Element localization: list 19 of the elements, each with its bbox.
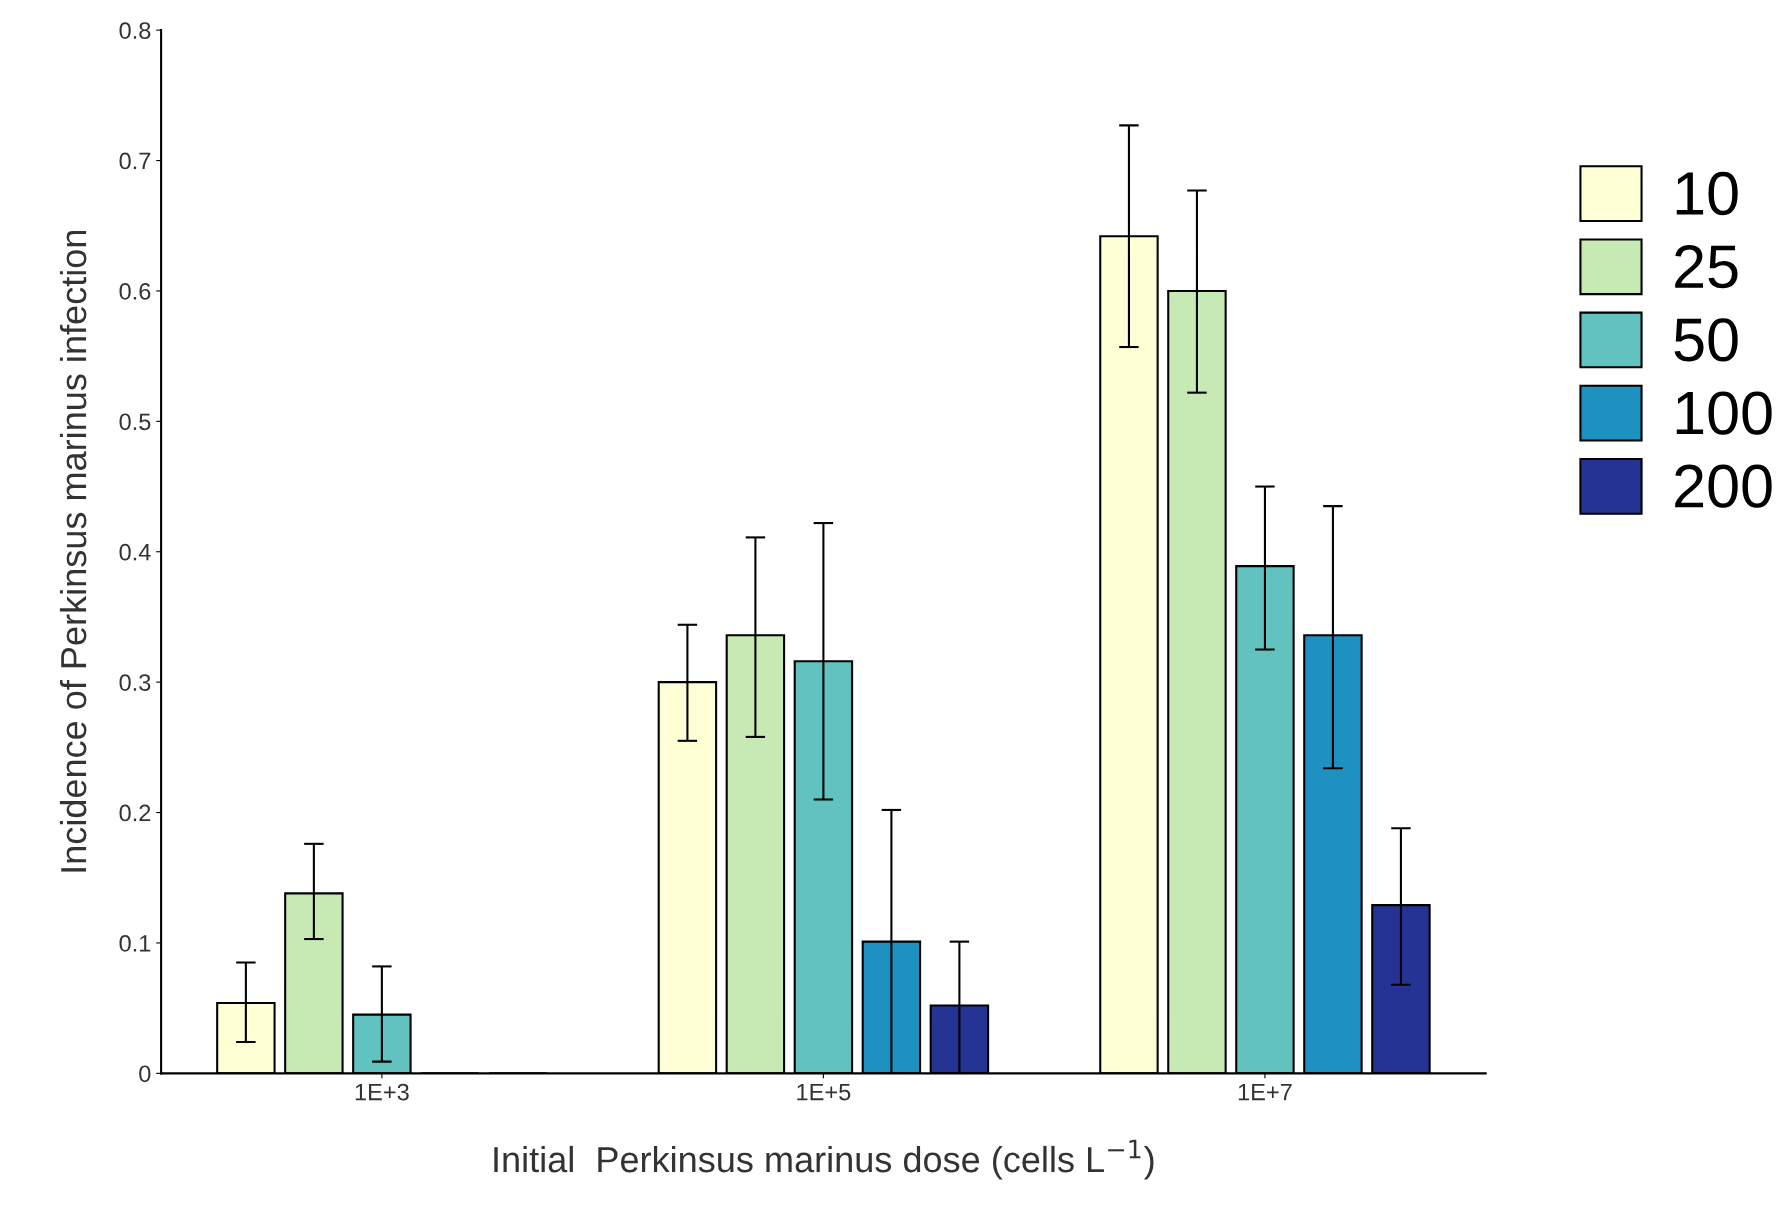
legend-label: 100 xyxy=(1676,391,1772,435)
legend-label: 10 xyxy=(1676,171,1738,216)
x-axis-title: Initial Perkinsus marinus dose (cells L$^{−1}$) xyxy=(494,1139,1154,1180)
y-axis-title: Incidence of Perkinsus marinus infection xyxy=(59,230,87,872)
y-tick-label: 0.5 xyxy=(119,413,151,431)
y-tick-label: 0.1 xyxy=(119,935,151,952)
x-tick-label: 1E+7 xyxy=(1238,1083,1292,1101)
legend-label: 200 xyxy=(1675,464,1772,508)
legend-label: 25 xyxy=(1675,245,1738,289)
y-tick-label: 0.2 xyxy=(119,804,151,822)
y-tick-label: 0.7 xyxy=(119,152,151,170)
y-tick-label: 0.6 xyxy=(119,283,151,300)
y-tick-label: 0.3 xyxy=(119,674,151,691)
legend-label: 50 xyxy=(1674,318,1738,362)
y-tick-label: 0 xyxy=(139,1065,151,1083)
y-tick-label: 0.4 xyxy=(119,543,151,561)
x-tick-label: 1E+5 xyxy=(797,1083,851,1101)
x-tick-label: 1E+3 xyxy=(355,1083,409,1101)
y-tick-label: 0.8 xyxy=(119,22,151,39)
